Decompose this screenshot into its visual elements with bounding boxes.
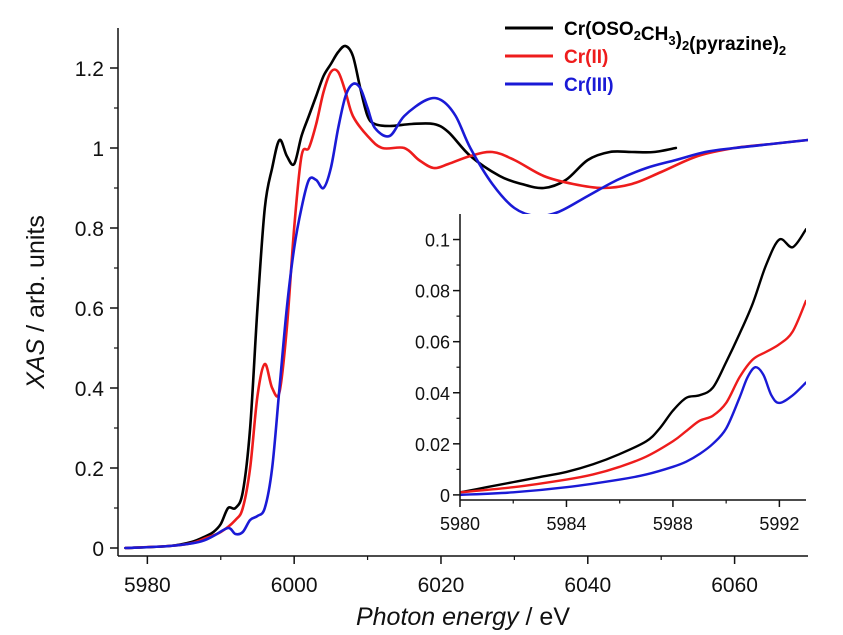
main-series-line-0 <box>124 44 678 550</box>
legend-label-2: Cr(III) <box>564 75 614 96</box>
main-x-tick-label: 6060 <box>711 574 758 597</box>
main-series-line-2 <box>124 82 808 550</box>
main-x-tick-label: 6000 <box>271 574 318 597</box>
inset-y-tick-label: 0 <box>440 486 450 506</box>
y-axis-title-italic: XAS <box>22 339 50 390</box>
inset-x-tick-label: 5984 <box>546 514 586 534</box>
inset-x-tick-label: 5988 <box>653 514 693 534</box>
inset-x-tick-label: 5980 <box>440 514 480 534</box>
legend-label-1: Cr(II) <box>564 47 608 68</box>
main-series-line-1 <box>124 68 808 550</box>
main-y-tick-label: 1.2 <box>75 58 104 81</box>
x-axis-title: Photon energy / eV <box>356 603 570 631</box>
inset-y-tick-label: 0.02 <box>415 435 450 455</box>
inset-plot: 5980 5984 5988 5992 0 0.02 0.04 0.06 0.08 0.1 <box>415 214 806 534</box>
inset-series-line-1 <box>460 299 806 494</box>
main-y-tick-label: 0.8 <box>75 218 104 241</box>
inset-y-tick-label: 0.1 <box>425 231 450 251</box>
x-axis-title-italic: Photon energy <box>356 603 520 631</box>
legend: Cr(OSO2CH3)2(pyrazine)2Cr(II) Cr(III) <box>505 19 786 96</box>
inset-series-line-0 <box>460 228 806 494</box>
main-x-tick-label: 5980 <box>124 574 171 597</box>
main-x-tick-label: 6040 <box>564 574 611 597</box>
main-y-tick-label: 0.6 <box>75 298 104 321</box>
inset-series-line-2 <box>460 366 806 497</box>
main-y-tick-label: 0 <box>92 538 104 561</box>
inset-x-tick-label: 5992 <box>759 514 799 534</box>
x-axis-title-unit: / eV <box>519 603 571 631</box>
inset-y-tick-label: 0.08 <box>415 282 450 302</box>
main-plot: 5980 6000 6020 6040 6060 0 0.2 0.4 0.6 0.8 1 1.2 Pho… <box>22 28 808 631</box>
y-axis-title: XAS / arb. units <box>22 215 50 390</box>
main-y-tick-label: 1 <box>92 138 104 161</box>
main-y-tick-label: 0.2 <box>75 458 104 481</box>
inset-plot-background <box>460 214 806 500</box>
y-axis-title-unit: / arb. units <box>22 215 50 339</box>
main-y-tick-label: 0.4 <box>75 378 105 401</box>
inset-y-tick-label: 0.04 <box>415 384 450 404</box>
inset-y-tick-label: 0.06 <box>415 333 450 353</box>
legend-label-0: Cr(OSO2CH3)2(pyrazine)2 <box>564 19 786 58</box>
main-x-tick-label: 6020 <box>418 574 465 597</box>
